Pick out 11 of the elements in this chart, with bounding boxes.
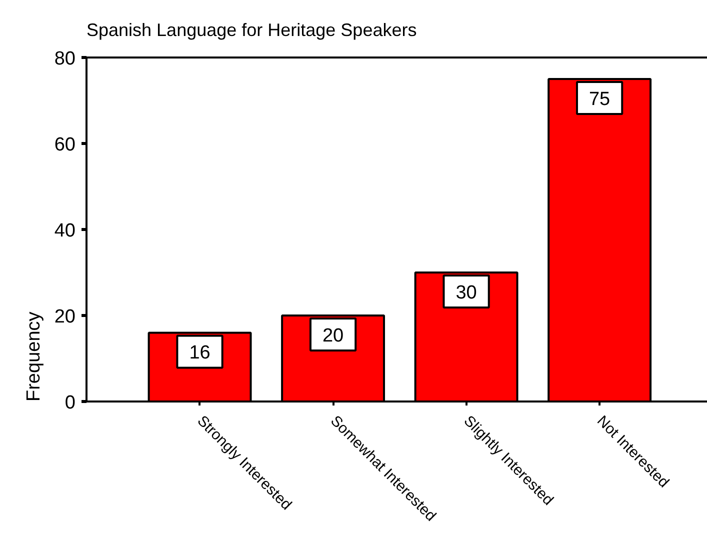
- y-tick-label: 80: [54, 48, 76, 70]
- data-label: 20: [322, 326, 344, 346]
- y-tick-label: 60: [54, 134, 76, 156]
- y-axis-title: Frequency: [24, 311, 44, 402]
- y-tick-label: 0: [64, 392, 76, 414]
- data-label: 30: [456, 282, 477, 304]
- chart-title: Spanish Language for Heritage Speakers: [86, 20, 417, 40]
- data-label: 16: [189, 342, 210, 364]
- data-label: 75: [588, 89, 610, 110]
- y-tick-label: 40: [54, 220, 76, 242]
- y-tick-label: 20: [54, 306, 76, 328]
